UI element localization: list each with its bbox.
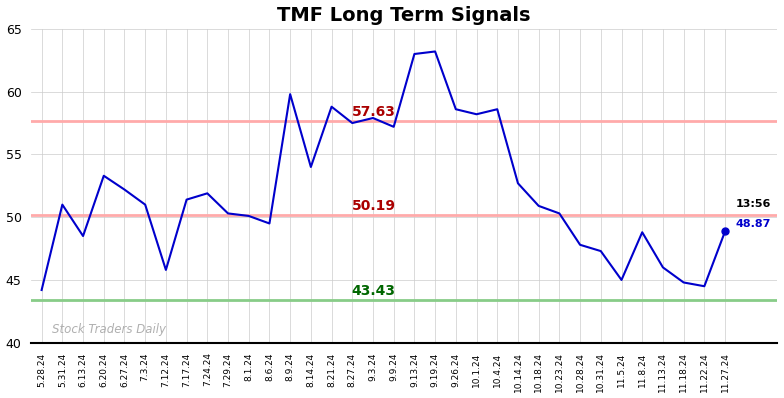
Text: 13:56: 13:56 [735, 199, 771, 209]
Text: 43.43: 43.43 [351, 284, 395, 298]
Text: 50.19: 50.19 [351, 199, 395, 213]
Text: Stock Traders Daily: Stock Traders Daily [52, 324, 166, 336]
Text: 57.63: 57.63 [351, 105, 395, 119]
Text: 48.87: 48.87 [735, 219, 771, 229]
Title: TMF Long Term Signals: TMF Long Term Signals [278, 6, 531, 25]
